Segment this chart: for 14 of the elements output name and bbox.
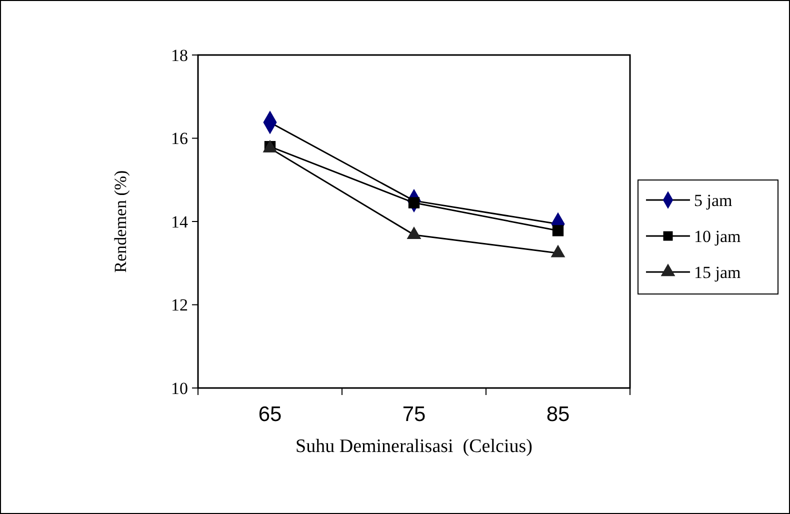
legend-label: 15 jam <box>694 262 741 282</box>
x-tick-label: 65 <box>258 403 282 426</box>
y-tick-label: 16 <box>171 129 188 148</box>
point <box>552 225 564 236</box>
y-tick-label: 18 <box>171 46 188 65</box>
y-tick-label: 14 <box>171 212 188 232</box>
y-axis-title: Rendemen (%) <box>111 170 130 273</box>
x-tick-label: 75 <box>402 403 426 426</box>
y-tick-label: 12 <box>171 296 188 315</box>
y-tick-label: 10 <box>171 378 188 398</box>
legend-label: 5 jam <box>694 190 732 210</box>
legend-label: 10 jam <box>694 226 741 246</box>
x-axis-title: Suhu Demineralisasi (Celcius) <box>296 436 532 457</box>
x-tick-label: 85 <box>546 403 570 426</box>
